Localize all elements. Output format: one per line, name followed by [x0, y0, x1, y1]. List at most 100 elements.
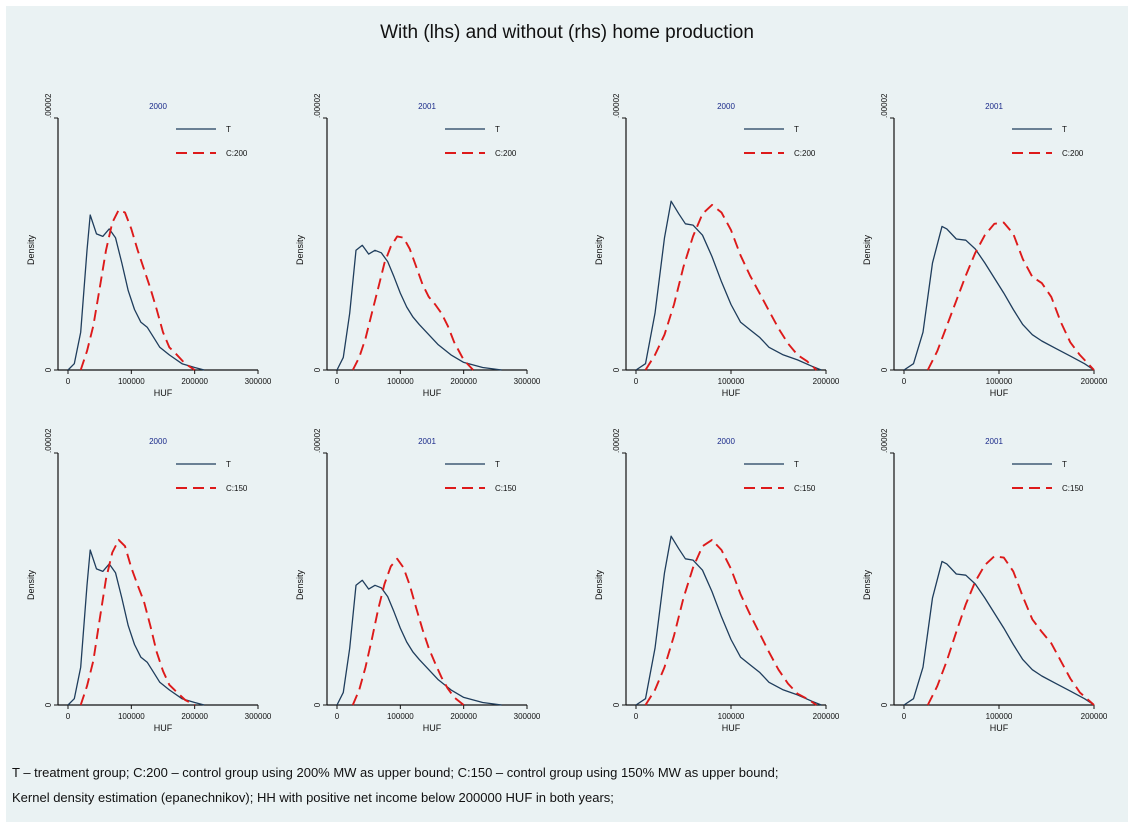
legend-label: T: [1062, 460, 1067, 469]
series-line-c150: [926, 555, 1095, 706]
x-tick-label: 0: [902, 377, 907, 386]
x-tick-label: 100000: [118, 712, 145, 721]
panel-8: 2001 0 .00002 0 100000 200000 HUF Density T C:150: [862, 428, 1108, 733]
series-line-c150: [79, 538, 196, 706]
legend-label: C:150: [226, 484, 248, 493]
x-tick-label: 200000: [813, 712, 840, 721]
footnote-line-2: Kernel density estimation (epanechnikov)…: [12, 790, 614, 805]
x-tick-label: 0: [335, 377, 340, 386]
panel-6: 2001 0 .00002 0 100000 200000 300000 HUF Density…: [295, 428, 541, 733]
panel-1: 2000 0 .00002 0 100000 200000 300000 HUF Density…: [26, 93, 272, 398]
series-line-c200: [79, 209, 196, 371]
y-tick-label: 0: [880, 367, 889, 372]
y-tick-label: .00002: [44, 428, 53, 453]
legend-label: C:150: [495, 484, 517, 493]
legend-label: T: [226, 125, 231, 134]
x-axis-title: HUF: [423, 388, 442, 398]
panel-title: 2001: [985, 102, 1003, 111]
panel-title: 2001: [985, 437, 1003, 446]
chart-title: With (lhs) and without (rhs) home produc…: [380, 22, 754, 43]
y-tick-label: .00002: [612, 93, 621, 118]
y-tick-label: 0: [313, 702, 322, 707]
series-line-c200: [644, 203, 818, 371]
panel-7: 2000 0 .00002 0 100000 200000 HUF Density T C:150: [594, 428, 840, 733]
x-tick-label: 100000: [718, 377, 745, 386]
legend-label: C:200: [1062, 149, 1084, 158]
x-tick-label: 0: [902, 712, 907, 721]
y-axis-title: Density: [594, 569, 604, 600]
legend-label: T: [1062, 125, 1067, 134]
y-axis-title: Density: [295, 569, 305, 600]
y-axis-title: Density: [26, 569, 36, 600]
series-line-t: [67, 214, 205, 371]
x-axis-title: HUF: [722, 388, 741, 398]
y-tick-label: 0: [44, 702, 53, 707]
y-tick-label: 0: [612, 702, 621, 707]
x-tick-label: 200000: [813, 377, 840, 386]
y-tick-label: .00002: [313, 428, 322, 453]
x-tick-label: 200000: [1081, 712, 1108, 721]
y-axis-title: Density: [862, 569, 872, 600]
x-tick-label: 100000: [718, 712, 745, 721]
legend-label: T: [495, 460, 500, 469]
x-axis-title: HUF: [722, 723, 741, 733]
panel-2: 2001 0 .00002 0 100000 200000 300000 HUF Density…: [295, 93, 541, 398]
series-line-t: [67, 549, 205, 706]
panel-title: 2001: [418, 102, 436, 111]
legend-label: C:200: [226, 149, 248, 158]
series-line-c150: [351, 557, 465, 706]
y-axis-title: Density: [26, 234, 36, 265]
x-tick-label: 200000: [450, 712, 477, 721]
panel-4: 2001 0 .00002 0 100000 200000 HUF Density T C:200: [862, 93, 1108, 398]
footnote-line-1: T – treatment group; C:200 – control gro…: [12, 765, 779, 780]
y-tick-label: .00002: [880, 93, 889, 118]
panel-3: 2000 0 .00002 0 100000 200000 HUF Density T C:200: [594, 93, 840, 398]
y-tick-label: .00002: [880, 428, 889, 453]
x-tick-label: 100000: [986, 377, 1013, 386]
series-line-t: [336, 579, 502, 706]
y-tick-label: 0: [313, 367, 322, 372]
x-tick-label: 300000: [514, 377, 541, 386]
legend-label: T: [495, 125, 500, 134]
x-axis-title: HUF: [154, 723, 173, 733]
y-tick-label: .00002: [44, 93, 53, 118]
x-tick-label: 300000: [245, 712, 272, 721]
x-tick-label: 0: [335, 712, 340, 721]
legend-label: T: [794, 125, 799, 134]
x-tick-label: 300000: [245, 377, 272, 386]
series-line-t: [635, 535, 822, 706]
x-tick-label: 100000: [387, 712, 414, 721]
x-tick-label: 200000: [1081, 377, 1108, 386]
y-tick-label: 0: [880, 702, 889, 707]
legend-label: C:150: [1062, 484, 1084, 493]
footnote: T – treatment group; C:200 – control gro…: [12, 760, 1122, 810]
x-axis-title: HUF: [990, 388, 1009, 398]
series-line-c200: [926, 221, 1095, 371]
panel-title: 2000: [717, 437, 735, 446]
x-tick-label: 200000: [181, 712, 208, 721]
x-tick-label: 100000: [118, 377, 145, 386]
y-axis-title: Density: [862, 234, 872, 265]
panel-title: 2000: [149, 102, 167, 111]
x-tick-label: 200000: [450, 377, 477, 386]
series-line-c150: [644, 538, 818, 706]
legend-label: C:200: [794, 149, 816, 158]
x-tick-label: 100000: [387, 377, 414, 386]
y-axis-title: Density: [295, 234, 305, 265]
series-line-t: [903, 225, 1095, 371]
series-line-t: [336, 244, 502, 371]
legend-label: T: [226, 460, 231, 469]
panel-title: 2000: [149, 437, 167, 446]
x-tick-label: 0: [66, 377, 71, 386]
x-tick-label: 100000: [986, 712, 1013, 721]
series-line-c200: [351, 235, 474, 371]
legend-label: C:150: [794, 484, 816, 493]
figure-background: [6, 6, 1128, 822]
legend-label: T: [794, 460, 799, 469]
x-tick-label: 300000: [514, 712, 541, 721]
y-tick-label: 0: [44, 367, 53, 372]
x-tick-label: 0: [634, 377, 639, 386]
x-tick-label: 0: [634, 712, 639, 721]
panel-5: 2000 0 .00002 0 100000 200000 300000 HUF Density…: [26, 428, 272, 733]
